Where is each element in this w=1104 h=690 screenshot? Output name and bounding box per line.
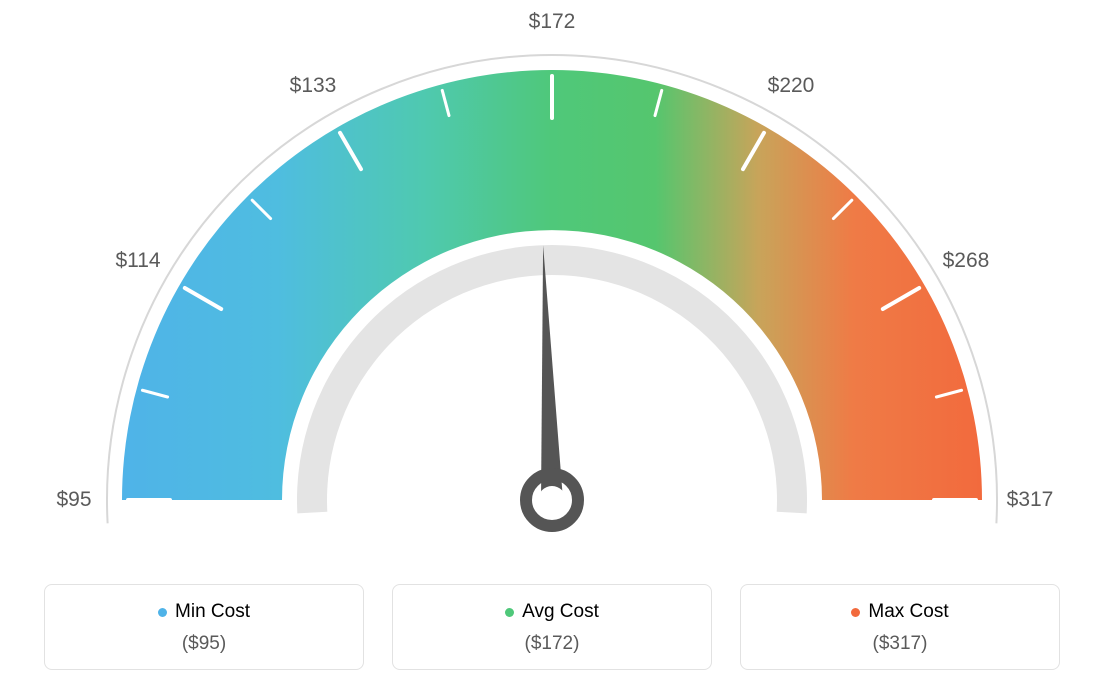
gauge-tick-label: $268: [943, 249, 990, 273]
legend-value-min: ($95): [55, 633, 353, 655]
legend-dot-max: [851, 608, 860, 617]
gauge-tick-label: $220: [768, 74, 815, 98]
legend-card-min: Min Cost ($95): [44, 584, 364, 670]
legend-value-max: ($317): [751, 633, 1049, 655]
legend-title-max: Max Cost: [851, 601, 948, 623]
legend-label-min: Min Cost: [175, 601, 250, 623]
gauge-svg: [0, 0, 1104, 560]
legend-dot-min: [158, 608, 167, 617]
legend-row: Min Cost ($95) Avg Cost ($172) Max Cost …: [0, 584, 1104, 670]
gauge-chart: $95 $114 $133 $172 $220 $268 $317: [0, 0, 1104, 560]
legend-dot-avg: [505, 608, 514, 617]
legend-title-min: Min Cost: [158, 601, 250, 623]
legend-card-avg: Avg Cost ($172): [392, 584, 712, 670]
gauge-tick-label: $95: [56, 488, 91, 512]
legend-card-max: Max Cost ($317): [740, 584, 1060, 670]
gauge-tick-label: $114: [115, 249, 160, 273]
legend-title-avg: Avg Cost: [505, 601, 599, 623]
legend-label-avg: Avg Cost: [522, 601, 599, 623]
gauge-tick-label: $317: [1007, 488, 1054, 512]
gauge-tick-label: $133: [290, 74, 337, 98]
gauge-tick-label: $172: [529, 10, 576, 34]
legend-value-avg: ($172): [403, 633, 701, 655]
legend-label-max: Max Cost: [868, 601, 948, 623]
